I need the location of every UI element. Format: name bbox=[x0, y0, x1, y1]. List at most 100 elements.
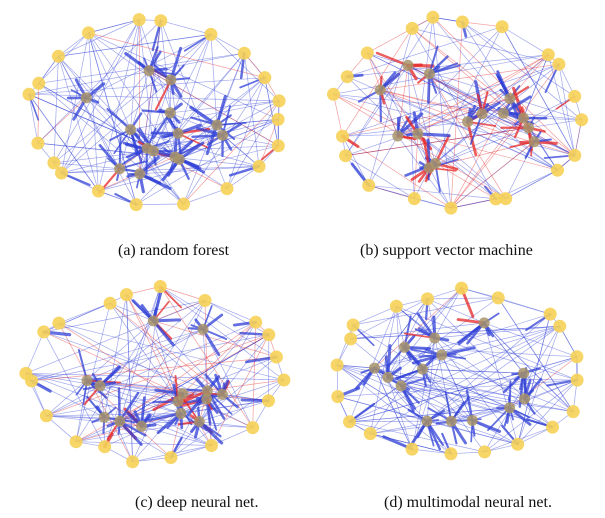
network-edge bbox=[25, 300, 206, 374]
outer-node bbox=[444, 201, 458, 215]
network-edge bbox=[333, 93, 507, 199]
outer-node bbox=[340, 70, 354, 84]
network-edge bbox=[528, 127, 558, 171]
network-edge bbox=[422, 368, 553, 428]
network-edge bbox=[483, 322, 519, 445]
outer-node bbox=[19, 366, 33, 380]
inner-node bbox=[519, 393, 531, 405]
outer-node bbox=[491, 291, 505, 305]
network-edge bbox=[422, 325, 561, 370]
network-edge bbox=[517, 325, 561, 445]
network-edge bbox=[46, 413, 182, 417]
outer-node bbox=[343, 415, 356, 429]
network-edge bbox=[169, 46, 183, 82]
network-edge bbox=[333, 93, 343, 137]
network-edge bbox=[374, 367, 413, 450]
network-edge bbox=[103, 294, 127, 418]
network-edge bbox=[352, 305, 397, 326]
network-edge bbox=[481, 54, 549, 115]
network-edge bbox=[450, 117, 524, 209]
network-edge bbox=[400, 385, 574, 412]
network-edge bbox=[374, 367, 519, 445]
outer-node bbox=[220, 182, 234, 196]
outer-node bbox=[405, 21, 419, 35]
inner-node bbox=[114, 163, 126, 175]
network-edge bbox=[198, 356, 277, 422]
outer-node bbox=[32, 76, 46, 90]
network-edge bbox=[25, 373, 223, 395]
network-edge bbox=[350, 338, 452, 422]
network-edge bbox=[427, 298, 485, 324]
outer-node bbox=[37, 325, 51, 339]
network-edge bbox=[153, 320, 277, 358]
outer-node bbox=[405, 442, 419, 456]
network-edge bbox=[349, 407, 510, 423]
outer-node bbox=[204, 27, 218, 41]
network-edge bbox=[374, 325, 561, 369]
inner-node bbox=[369, 362, 380, 374]
network-edge bbox=[349, 407, 510, 423]
inner-node bbox=[81, 375, 93, 387]
network-edge bbox=[345, 127, 529, 157]
inner-node bbox=[147, 315, 159, 327]
network-edge bbox=[366, 28, 413, 54]
network-edge bbox=[170, 413, 182, 458]
network-edge bbox=[413, 133, 419, 199]
network-edge bbox=[226, 166, 260, 189]
network-edge bbox=[450, 63, 560, 209]
network-edge bbox=[46, 415, 254, 428]
network-edge bbox=[183, 77, 266, 205]
inner-node bbox=[125, 124, 137, 136]
network-edge bbox=[138, 19, 154, 152]
network-edge bbox=[37, 97, 87, 144]
network-edge bbox=[345, 65, 409, 157]
network-edge bbox=[417, 133, 497, 200]
network-edge bbox=[450, 407, 510, 422]
outer-node bbox=[455, 15, 469, 29]
inner-node bbox=[466, 414, 478, 426]
network-edge bbox=[177, 52, 245, 134]
network-edge bbox=[369, 407, 510, 434]
network-edge bbox=[160, 20, 228, 189]
network-edge bbox=[46, 385, 101, 417]
outer-node bbox=[511, 437, 525, 451]
network-edge bbox=[61, 166, 260, 174]
outer-node bbox=[389, 299, 403, 313]
network-edge bbox=[426, 356, 578, 422]
outer-node bbox=[568, 89, 582, 103]
network-edge bbox=[517, 379, 578, 445]
inner-node bbox=[165, 74, 177, 86]
outer-node bbox=[360, 46, 374, 60]
network-edge bbox=[58, 19, 140, 57]
inner-node bbox=[177, 388, 189, 400]
outer-node bbox=[153, 280, 167, 293]
inner-node bbox=[504, 402, 516, 414]
network-edge bbox=[53, 162, 120, 170]
network-edge bbox=[160, 20, 212, 35]
network-edge bbox=[501, 26, 549, 56]
network-edge bbox=[159, 286, 254, 428]
network-graph-deep-neural-net bbox=[19, 280, 291, 469]
network-edge bbox=[141, 425, 212, 446]
network-edge bbox=[153, 300, 206, 322]
network-edge bbox=[119, 286, 161, 422]
network-edge bbox=[350, 325, 561, 340]
network-edge bbox=[374, 367, 413, 450]
network-edge bbox=[336, 324, 354, 366]
network-edge bbox=[349, 356, 578, 423]
network-edge bbox=[126, 294, 179, 402]
network-edge bbox=[501, 26, 576, 156]
network-edge bbox=[450, 198, 497, 209]
caption-multimodal-neural-net: (d) multimodal neural net. bbox=[384, 494, 552, 511]
network-edge bbox=[98, 19, 140, 192]
network-edge bbox=[61, 70, 150, 174]
network-edge bbox=[450, 398, 525, 422]
network-edge bbox=[85, 97, 228, 189]
network-edge bbox=[387, 377, 510, 409]
outer-node bbox=[570, 350, 584, 364]
network-edge bbox=[43, 331, 106, 448]
network-edge bbox=[28, 93, 99, 192]
outer-node bbox=[566, 405, 580, 419]
network-edge bbox=[119, 400, 269, 422]
outer-node bbox=[330, 358, 344, 372]
